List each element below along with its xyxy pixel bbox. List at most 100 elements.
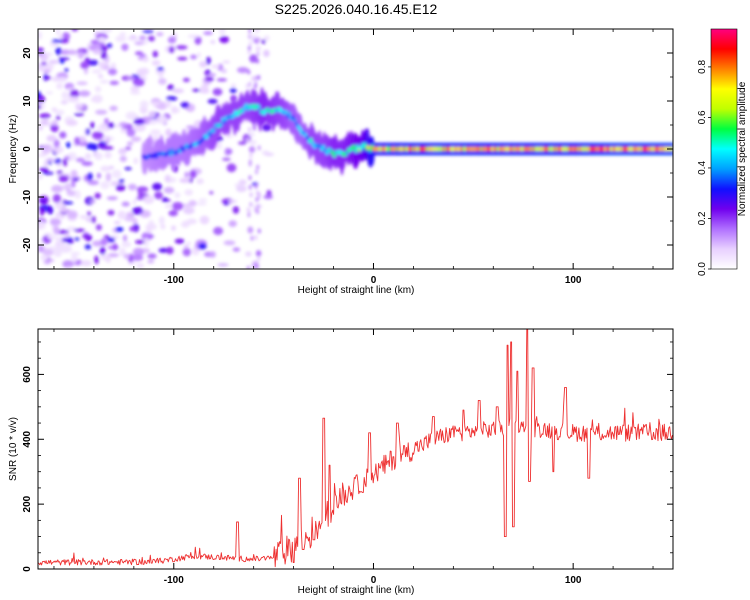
spectrogram-noise-cell: [198, 243, 207, 250]
spectrogram-noise-cell: [100, 51, 107, 60]
spectrogram-xlabel: Height of straight line (km): [298, 285, 415, 296]
spectrogram-noise-cell: [147, 35, 155, 42]
spectrogram-noise-cell: [48, 59, 60, 64]
spectrogram-noise-cell: [254, 29, 260, 33]
spectrogram-noise-cell: [175, 45, 188, 50]
spectrogram-noise-cell: [39, 54, 49, 62]
spectrogram-noise-cell: [65, 119, 78, 126]
spectrogram-noise-cell: [115, 184, 126, 192]
spectrogram-noise-cell: [212, 88, 223, 96]
spectrogram-noise-cell: [248, 34, 251, 40]
spectrogram-ridge-cell: [309, 137, 313, 143]
spectrogram-noise-cell: [94, 255, 99, 265]
spectrogram-noise-cell: [87, 59, 99, 66]
spectrogram-noise-cell: [102, 145, 114, 151]
spectrogram-noise-cell: [213, 226, 224, 236]
spectrogram-noise-cell: [206, 56, 211, 65]
spectrogram-ridge-cell: [154, 154, 158, 159]
spectrogram-noise-cell: [254, 263, 257, 269]
spectrogram-noise-cell: [100, 165, 111, 172]
spectrogram-noise-cell: [261, 39, 266, 44]
spectrogram-noise-cell: [92, 240, 103, 247]
spectrogram-noise-cell: [180, 102, 190, 108]
spectrogram-noise-cell: [97, 36, 107, 43]
spectrogram-noise-cell: [53, 145, 64, 154]
spectrogram-noise-cell: [54, 201, 65, 210]
spectrogram-noise-cell: [150, 101, 161, 106]
spectrogram-ridge-cell: [332, 153, 336, 158]
spectrogram-noise-cell: [107, 122, 115, 129]
spectrogram-noise-cell: [146, 226, 152, 234]
spectrogram-ridge-cell: [223, 119, 227, 125]
spectrogram-noise-cell: [46, 91, 53, 95]
spectrogram-noise-cell: [50, 218, 62, 226]
spectrogram-noise-cell: [188, 200, 197, 207]
spectrogram-noise-cell: [255, 46, 262, 50]
x-tick-label: 0: [371, 275, 377, 286]
spectrogram-noise-cell: [248, 184, 252, 190]
spectrogram-noise-cell: [256, 164, 260, 170]
spectrogram-noise-cell: [156, 32, 164, 37]
spectrogram-noise-cell: [134, 123, 146, 132]
spectrogram-noise-cell: [158, 248, 169, 253]
spectrogram-noise-cell: [69, 89, 80, 99]
spectrogram-noise-cell: [143, 195, 155, 205]
spectrogram-noise-cell: [148, 110, 156, 119]
spectrogram-noise-cell: [217, 141, 222, 150]
spectrogram-ridge-cell: [352, 144, 356, 150]
spectrogram-ridge: [141, 87, 673, 176]
spectrogram-noise-cell: [222, 60, 231, 64]
spectrogram-noise-cell: [132, 206, 144, 215]
spectrogram-noise-cell: [43, 160, 48, 168]
spectrogram-noise-cell: [256, 58, 259, 64]
spectrogram-ridge-cell: [318, 143, 322, 149]
spectrogram-noise-cell: [152, 50, 158, 58]
spectrogram-noise-cell: [60, 100, 68, 105]
spectrogram-noise-cell: [250, 235, 254, 241]
spectrogram-noise-cell: [257, 145, 261, 151]
spectrogram-noise-cell: [167, 36, 177, 44]
spectrogram-noise-cell: [38, 31, 43, 40]
spectrogram-noise-cell: [152, 135, 159, 142]
spectrogram-noise-cell: [126, 128, 136, 137]
spectrogram-noise-cell: [254, 235, 258, 241]
spectrogram-noise-cell: [263, 35, 270, 42]
spectrogram-noise-cell: [209, 191, 214, 195]
spectrogram-noise-cell: [147, 253, 157, 259]
spectrogram-noise-cell: [129, 226, 136, 232]
spectrogram-noise-cell: [43, 73, 48, 82]
spectrogram-noise-cell: [131, 136, 142, 142]
spectrogram-noise-cell: [55, 115, 61, 121]
spectrogram-noise-cell: [106, 43, 113, 48]
spectrogram-noise-cell: [115, 226, 124, 233]
spectrogram-noise-cell: [249, 201, 253, 207]
spectrogram-noise-cell: [165, 128, 172, 137]
spectrogram-noise-cell: [133, 157, 138, 165]
spectrogram-noise-cell: [248, 146, 256, 153]
spectrogram-noise-cell: [198, 198, 208, 202]
spectrogram-noise-cell: [257, 228, 261, 234]
spectrogram-noise-cell: [136, 262, 145, 269]
spectrogram-noise-cell: [256, 204, 260, 210]
spectrogram-noise-cell: [112, 243, 118, 251]
spectrogram-noise-cell: [52, 193, 62, 203]
x-tick-label: -100: [164, 575, 184, 586]
spectrogram-ridge-cell: [232, 113, 236, 118]
spectrogram-noise-cell: [142, 30, 154, 34]
spectrogram-noise-cell: [104, 118, 109, 125]
spectrogram-noise-cell: [45, 158, 57, 162]
y-tick-label: 200: [22, 495, 33, 512]
spectrogram-noise-cell: [64, 68, 69, 73]
spectrogram-noise-cell: [134, 41, 145, 46]
spectrogram-noise-cell: [210, 40, 216, 44]
spectrogram-noise-cell: [106, 196, 118, 201]
spectrogram-noise-cell: [158, 78, 167, 85]
snr-frame: [37, 328, 674, 570]
spectrogram-noise-cell: [51, 39, 63, 43]
spectrogram-noise-cell: [172, 88, 184, 94]
spectrogram-noise-cell: [66, 210, 78, 219]
spectrogram-noise-cell: [256, 49, 260, 55]
